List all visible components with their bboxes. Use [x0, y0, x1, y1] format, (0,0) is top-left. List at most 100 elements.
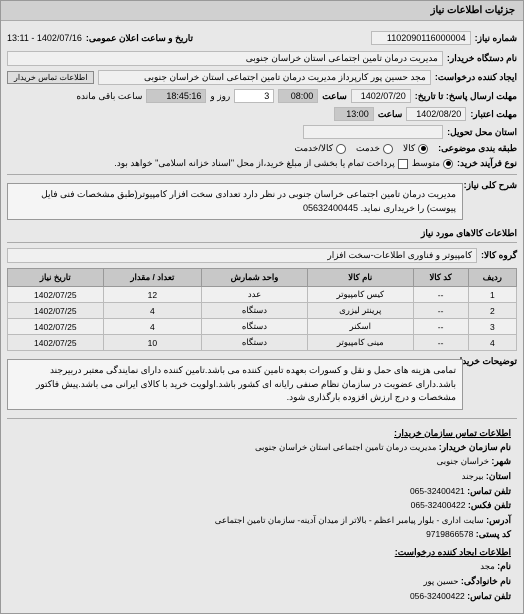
- table-cell: 12: [103, 287, 201, 303]
- buyer-name-value: مدیریت درمان تامین اجتماعی استان خراسان …: [7, 51, 443, 66]
- org-value: مدیریت درمان تامین اجتماعی استان خراسان …: [255, 442, 436, 452]
- table-cell: 10: [103, 335, 201, 351]
- desc-label: شرح کلی نیاز:: [467, 180, 517, 191]
- postal-value: 9719866578: [426, 529, 473, 539]
- table-header: کد کالا: [413, 269, 468, 287]
- province-value: بیرجند: [462, 471, 484, 481]
- rating-label: طبقه بندی موضوعی:: [438, 143, 517, 154]
- contact-title: اطلاعات تماس سازمان خریدار:: [13, 426, 511, 440]
- checkbox-icon: [398, 159, 408, 169]
- org-label: نام سازمان خریدار:: [439, 442, 511, 452]
- radio-medium[interactable]: متوسط: [412, 158, 453, 169]
- validity-label: مهلت اعتبار:: [470, 109, 517, 120]
- radio-icon: [443, 159, 453, 169]
- table-cell: --: [413, 303, 468, 319]
- window-title: جزئیات اطلاعات نیاز: [1, 1, 523, 21]
- group-value: کامپیوتر و فناوری اطلاعات-سخت افزار: [7, 248, 477, 263]
- table-cell: دستگاه: [202, 335, 308, 351]
- table-row: 2--پرینتر لیزریدستگاه41402/07/25: [8, 303, 517, 319]
- creator-title: اطلاعات ایجاد کننده درخواست:: [13, 545, 511, 559]
- family-label: نام خانوادگی:: [461, 576, 511, 586]
- table-cell: اسکنر: [307, 319, 413, 335]
- time-label-1: ساعت: [322, 91, 347, 102]
- days-value: 3: [234, 89, 274, 103]
- name-label: نام:: [497, 561, 511, 571]
- validity-date: 1402/08/20: [406, 107, 466, 121]
- phone-value: 32400421-065: [410, 486, 465, 496]
- radio-khedmat[interactable]: خدمت: [356, 143, 393, 154]
- table-cell: پرینتر لیزری: [307, 303, 413, 319]
- city-value: خراسان جنوبی: [437, 456, 489, 466]
- table-header: ردیف: [468, 269, 516, 287]
- table-cell: 4: [468, 335, 516, 351]
- table-cell: 4: [103, 303, 201, 319]
- table-cell: 1402/07/25: [8, 335, 104, 351]
- table-header: تاریخ نیاز: [8, 269, 104, 287]
- radio-kala[interactable]: کالا: [403, 143, 428, 154]
- fax-value: 32400422-065: [411, 500, 466, 510]
- table-cell: 1402/07/25: [8, 303, 104, 319]
- table-cell: عدد: [202, 287, 308, 303]
- table-cell: --: [413, 287, 468, 303]
- phone-label: تلفن تماس:: [467, 486, 511, 496]
- time-label-2: ساعت: [378, 109, 403, 120]
- table-cell: دستگاه: [202, 319, 308, 335]
- notes-label: توضیحات خریدار:: [467, 356, 517, 367]
- fax-label: تلفن فکس:: [468, 500, 511, 510]
- table-row: 4--مینی کامپیوتردستگاه101402/07/25: [8, 335, 517, 351]
- days-label: روز و: [210, 91, 230, 102]
- table-row: 3--اسکنردستگاه41402/07/25: [8, 319, 517, 335]
- radio-icon: [336, 144, 346, 154]
- announce-value: 1402/07/16 - 13:11: [7, 33, 82, 43]
- postal-label: کد پستی:: [476, 529, 511, 539]
- table-cell: --: [413, 335, 468, 351]
- deadline-send-time: 08:00: [278, 89, 318, 103]
- table-cell: 1402/07/25: [8, 319, 104, 335]
- items-table: ردیفکد کالانام کالاواحد شمارشتعداد / مقد…: [7, 268, 517, 351]
- radio-icon: [383, 144, 393, 154]
- footer-contact: اطلاعات تماس سازمان خریدار: نام سازمان خ…: [7, 422, 517, 608]
- delivery-loc-label: استان محل تحویل:: [447, 127, 517, 138]
- cphone-label: تلفن تماس:: [467, 591, 511, 601]
- remaining-time: 18:45:16: [146, 89, 206, 103]
- deadline-send-date: 1402/07/20: [351, 89, 411, 103]
- table-cell: دستگاه: [202, 303, 308, 319]
- city-label: شهر:: [491, 456, 511, 466]
- address-value: سایت اداری - بلوار پیامبر اعظم - بالاتر …: [215, 515, 484, 525]
- table-cell: 4: [103, 319, 201, 335]
- table-row: 1--کیس کامپیوترعدد121402/07/25: [8, 287, 517, 303]
- notes-text: تمامی هزینه های حمل و نقل و کسورات بعهده…: [7, 359, 463, 410]
- req-number-label: شماره نیاز:: [475, 33, 517, 44]
- requester-label: ایجاد کننده درخواست:: [435, 72, 517, 83]
- delivery-loc-value: [303, 125, 443, 139]
- radio-both[interactable]: کالا/خدمت: [294, 143, 346, 154]
- table-cell: 3: [468, 319, 516, 335]
- content-area: شماره نیاز: 1102090116000004 تاریخ و ساع…: [1, 21, 523, 613]
- deadline-send-label: مهلت ارسال پاسخ: تا تاریخ:: [415, 91, 517, 102]
- address-label: آدرس:: [486, 515, 511, 525]
- table-header: نام کالا: [307, 269, 413, 287]
- group-section-title: اطلاعات کالاهای مورد نیاز: [7, 225, 517, 243]
- table-header: تعداد / مقدار: [103, 269, 201, 287]
- group-label: گروه کالا:: [481, 250, 517, 261]
- buyer-name-label: نام دستگاه خریدار:: [447, 53, 517, 64]
- table-cell: 1402/07/25: [8, 287, 104, 303]
- table-cell: 1: [468, 287, 516, 303]
- checkbox-treasury[interactable]: پرداخت تمام یا بخشی از مبلغ خرید،از محل …: [114, 158, 407, 169]
- validity-time: 13:00: [334, 107, 374, 121]
- table-cell: کیس کامپیوتر: [307, 287, 413, 303]
- offer-label: نوع فرآیند خرید:: [457, 158, 517, 169]
- remaining-label: ساعت باقی مانده: [76, 91, 142, 102]
- table-cell: 2: [468, 303, 516, 319]
- radio-icon: [418, 144, 428, 154]
- requester-value: مجد حسین پور کارپرداز مدیریت درمان تامین…: [98, 70, 430, 85]
- province-label: استان:: [486, 471, 511, 481]
- table-cell: مینی کامپیوتر: [307, 335, 413, 351]
- req-number-value: 1102090116000004: [371, 31, 471, 45]
- contact-buyer-button[interactable]: اطلاعات تماس خریدار: [7, 71, 94, 84]
- name-value: مجد: [480, 561, 495, 571]
- desc-text: مدیریت درمان تامین اجتماعی خراسان جنوبی …: [7, 183, 463, 220]
- table-header: واحد شمارش: [202, 269, 308, 287]
- cphone-value: 32400422-056: [410, 591, 465, 601]
- details-window: جزئیات اطلاعات نیاز شماره نیاز: 11020901…: [0, 0, 524, 614]
